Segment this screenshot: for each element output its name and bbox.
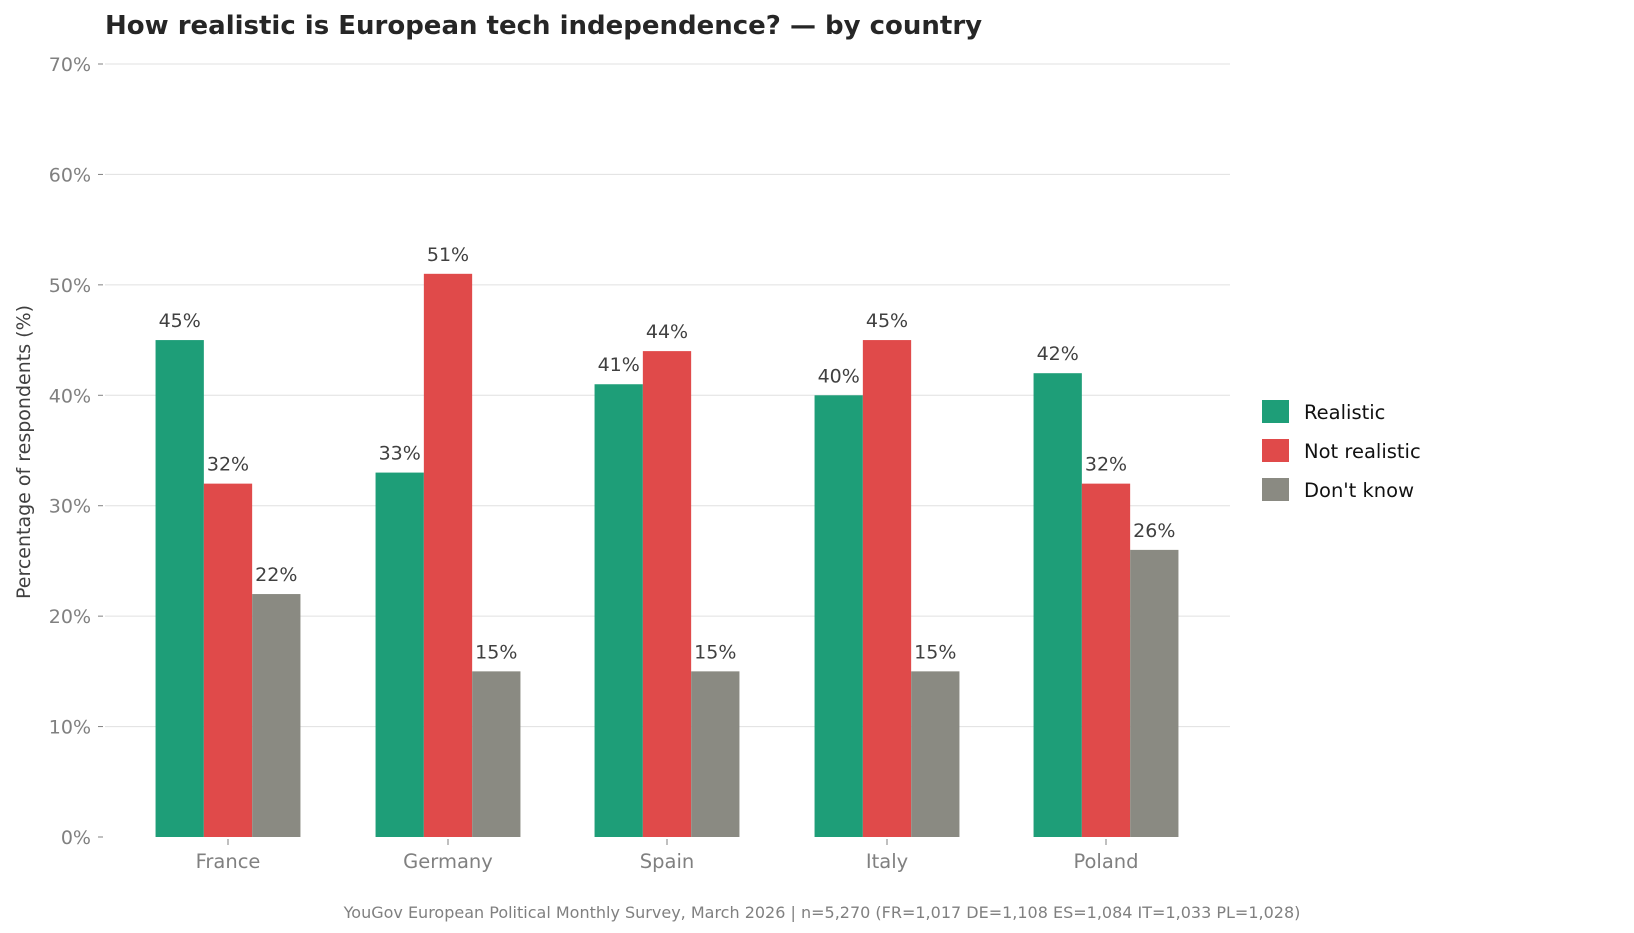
data-label: 15% xyxy=(914,641,956,663)
legend: Realistic Not realistic Don't know xyxy=(1262,400,1421,502)
y-tick-label: 0% xyxy=(61,827,91,849)
x-tick-label-germany: Germany xyxy=(403,850,493,873)
legend-item: Don't know xyxy=(1262,478,1414,502)
data-label: 15% xyxy=(475,641,517,663)
legend-swatch xyxy=(1262,400,1289,423)
data-label: 42% xyxy=(1037,343,1079,365)
data-label: 40% xyxy=(818,365,860,387)
data-label: 45% xyxy=(866,310,908,332)
x-axis: France Germany Spain Italy Poland xyxy=(196,839,1139,873)
legend-label: Realistic xyxy=(1304,401,1385,424)
legend-label: Don't know xyxy=(1304,479,1414,502)
bar-realistic-france xyxy=(155,340,204,837)
bar-not-realistic-france xyxy=(203,483,253,837)
bar-don-t-know-france xyxy=(252,594,301,837)
x-tick-label-france: France xyxy=(196,850,261,873)
x-tick-label-poland: Poland xyxy=(1073,850,1138,873)
bar-not-realistic-spain xyxy=(642,351,692,837)
data-label: 33% xyxy=(379,443,421,465)
bar-not-realistic-italy xyxy=(862,340,912,837)
legend-swatch xyxy=(1262,439,1289,462)
y-tick-label: 70% xyxy=(49,54,91,76)
y-tick-label: 40% xyxy=(49,385,91,407)
y-tick-label: 20% xyxy=(49,606,91,628)
bar-realistic-poland xyxy=(1033,373,1082,837)
y-tick-label: 10% xyxy=(49,717,91,739)
data-label: 22% xyxy=(255,564,297,586)
source-note: YouGov European Political Monthly Survey… xyxy=(343,903,1301,922)
bar-don-t-know-poland xyxy=(1130,549,1179,837)
data-labels: 45% 32% 22% 33% 51% 15% 41% 44% 15% 40% 45% 15% 42% 3… xyxy=(159,244,1176,664)
x-tick-label-spain: Spain xyxy=(640,850,694,873)
bar-don-t-know-spain xyxy=(691,671,740,837)
bar-realistic-italy xyxy=(814,395,863,837)
x-tick-label-italy: Italy xyxy=(866,850,908,873)
bar-realistic-spain xyxy=(594,384,643,837)
bars xyxy=(155,273,1179,837)
data-label: 26% xyxy=(1133,520,1175,542)
legend-item: Realistic xyxy=(1262,400,1385,424)
bar-not-realistic-poland xyxy=(1081,483,1131,837)
bar-don-t-know-germany xyxy=(472,671,521,837)
y-tick-label: 60% xyxy=(49,164,91,186)
y-axis-label: Percentage of respondents (%) xyxy=(13,305,35,599)
y-tick-label: 50% xyxy=(49,275,91,297)
chart-title: How realistic is European tech independe… xyxy=(105,11,982,41)
legend-label: Not realistic xyxy=(1304,440,1421,463)
bar-not-realistic-germany xyxy=(423,273,473,837)
data-label: 32% xyxy=(1085,454,1127,476)
y-tick-label: 30% xyxy=(49,496,91,518)
y-axis: 0% 10% 20% 30% 40% 50% 60% 70% xyxy=(49,54,103,849)
bar-realistic-germany xyxy=(375,472,424,837)
data-label: 51% xyxy=(427,244,469,266)
legend-item: Not realistic xyxy=(1262,439,1421,463)
bar-don-t-know-italy xyxy=(911,671,960,837)
data-label: 32% xyxy=(207,454,249,476)
data-label: 15% xyxy=(694,641,736,663)
data-label: 44% xyxy=(646,321,688,343)
data-label: 41% xyxy=(598,354,640,376)
legend-swatch xyxy=(1262,478,1289,501)
data-label: 45% xyxy=(159,310,201,332)
